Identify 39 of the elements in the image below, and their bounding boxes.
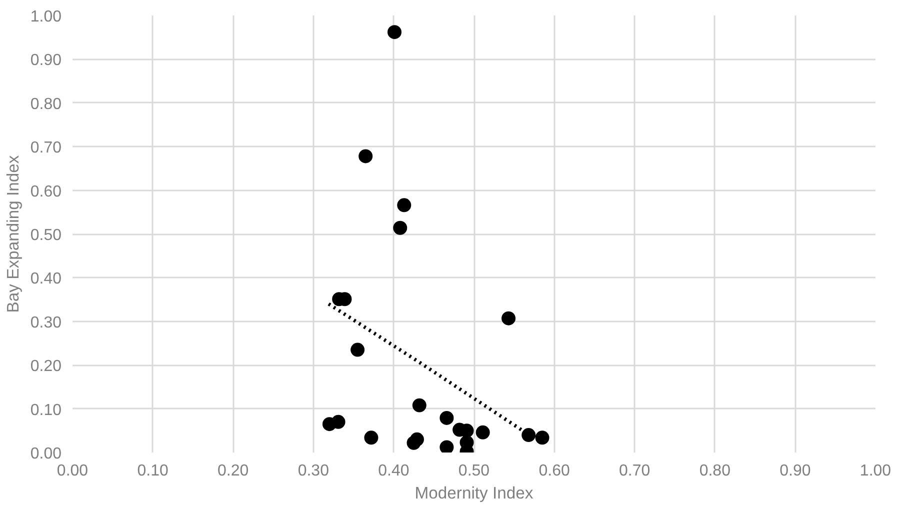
point	[410, 432, 424, 446]
y-axis-title: Bay Expanding Index	[3, 154, 22, 313]
y-tick-label: 0.50	[30, 227, 62, 244]
point	[358, 149, 373, 164]
point	[393, 220, 408, 235]
y-tick-label: 0.70	[30, 140, 62, 157]
y-tick-label: 0.10	[30, 402, 62, 419]
x-tick-label: 0.20	[218, 462, 249, 480]
point	[502, 311, 516, 326]
y-tick-label: 0.40	[30, 270, 62, 288]
x-tick-label: 0.10	[137, 462, 168, 480]
point	[412, 398, 426, 412]
point	[440, 410, 454, 425]
x-tick-label: 1.00	[860, 462, 892, 480]
y-tick-label: 0.00	[30, 446, 62, 462]
x-tick-label: 0.30	[298, 462, 330, 480]
y-tick-label: 0.80	[30, 96, 62, 113]
y-tick-label: 0.20	[30, 358, 62, 376]
y-tick-label: 0.30	[30, 314, 62, 332]
x-tick-label: 0.50	[458, 462, 490, 480]
y-tick-label: 1.00	[30, 8, 62, 26]
x-tick-label: 0.90	[780, 462, 811, 480]
point	[476, 425, 490, 440]
point	[440, 440, 454, 452]
point	[364, 430, 378, 445]
x-tick-label: 0.80	[699, 462, 731, 480]
x-tick-label: 0.60	[538, 462, 570, 480]
point	[522, 428, 536, 442]
x-tick-label: 0.40	[378, 462, 410, 480]
y-tick-label: 0.60	[30, 183, 62, 200]
point	[397, 198, 412, 212]
x-axis-title: Modernity Index	[414, 484, 534, 502]
point	[331, 414, 346, 429]
x-tick-label: 0.00	[56, 462, 88, 480]
point	[350, 342, 365, 357]
x-tick-label: 0.70	[619, 462, 650, 480]
point	[535, 430, 550, 445]
point	[388, 25, 402, 40]
y-tick-label: 0.90	[30, 52, 62, 70]
